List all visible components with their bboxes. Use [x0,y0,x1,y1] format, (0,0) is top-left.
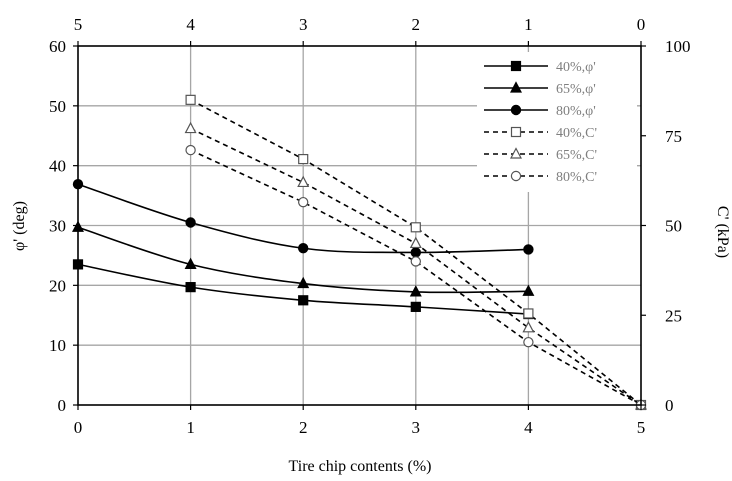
x-tick-label: 0 [74,418,83,437]
y2-tick-label: 0 [665,396,674,415]
legend-marker [510,170,522,182]
y2-tick-label: 25 [665,306,682,325]
data-point [298,153,309,165]
legend: 40%,φ' 65%,φ' 80%,φ' 40%,C' 65%,C' 80%,C' [477,52,637,192]
data-point [409,236,422,249]
x-top-tick-label: 2 [412,15,421,34]
data-point [297,175,310,188]
data-point [410,247,421,258]
x-tick-label: 4 [524,418,533,437]
data-point [185,144,196,156]
data-point [410,222,421,233]
data-point [522,321,535,333]
data-point [297,276,310,289]
y2-tick-label: 100 [665,37,691,56]
x-tick-label: 3 [412,418,421,437]
x-axis-title: Tire chip contents (%) [289,458,432,475]
data-point [185,94,196,105]
x-top-tick-label: 0 [637,15,646,34]
series-line-4 [190,99,642,406]
data-point [523,336,534,348]
x-top-tick-label: 3 [299,15,308,34]
y2-axis-title: C' (kPa) [714,206,731,258]
legend-marker [510,81,522,93]
y-tick-label: 20 [49,276,66,295]
data-point [410,256,421,267]
data-point [410,301,421,312]
data-point [523,308,534,319]
y-tick-label: 40 [49,157,66,176]
x-top-tick-label: 1 [524,15,533,34]
y-tick-label: 60 [49,37,66,56]
data-point [184,121,197,134]
legend-marker [510,104,522,116]
y-axis-title: φ' (deg) [11,201,28,251]
data-point [298,295,309,306]
series-line-6 [190,149,642,406]
legend-label: 80%,C' [556,170,597,185]
x-top-tick-label: 4 [186,15,195,34]
data-point [523,244,534,255]
legend-label: 40%,φ' [556,60,596,75]
legend-marker [510,126,522,138]
x-tick-label: 1 [186,418,195,437]
y2-tick-label: 50 [665,217,682,236]
y-tick-label: 10 [49,336,66,355]
x-tick-label: 2 [299,418,308,437]
data-point [185,282,196,293]
y-tick-label: 30 [49,217,66,236]
legend-label: 80%,φ' [556,104,596,119]
legend-label: 40%,C' [556,126,597,141]
y-tick-label: 0 [58,396,67,415]
data-point [409,285,422,297]
x-tick-label: 5 [637,418,646,437]
data-point [184,257,197,269]
legend-marker [510,60,522,72]
data-point [185,217,196,228]
legend-background [477,52,637,192]
data-point [298,196,309,208]
legend-marker [510,147,522,159]
legend-label: 65%,φ' [556,82,596,97]
legend-label: 65%,C' [556,148,597,163]
y-tick-label: 50 [49,97,66,116]
data-point [522,284,535,296]
data-point [298,243,309,254]
x-top-tick-label: 5 [74,15,83,34]
y2-tick-label: 75 [665,127,682,146]
